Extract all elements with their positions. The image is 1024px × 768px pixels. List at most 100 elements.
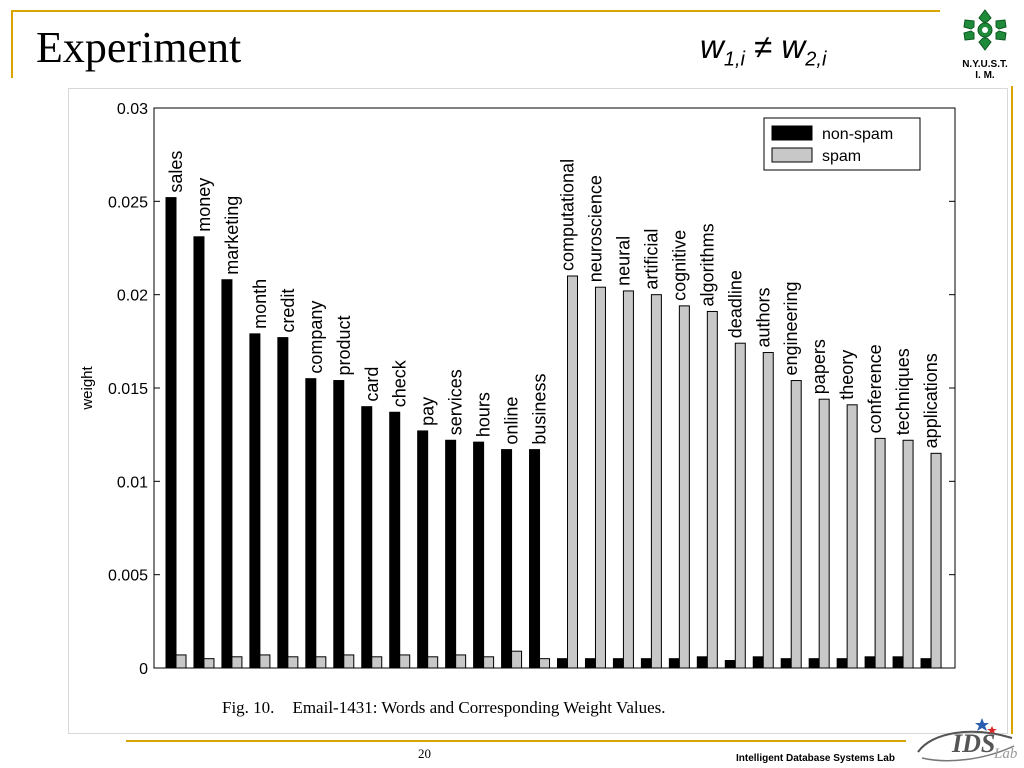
category-label-business: business xyxy=(530,374,550,445)
category-label-engineering: engineering xyxy=(781,281,801,375)
y-axis-label: weight xyxy=(79,365,96,410)
bar-nonspam-credit xyxy=(277,337,289,669)
category-label-company: company xyxy=(306,301,326,374)
category-label-money: money xyxy=(194,178,214,232)
formula: w1,i ≠ w2,i xyxy=(700,28,826,72)
y-tick-label: 0.025 xyxy=(108,194,148,211)
bar-nonspam-applications xyxy=(920,658,932,669)
bar-nonspam-artificial xyxy=(640,658,652,669)
bar-spam-neural xyxy=(622,290,634,669)
legend-swatch-non-spam xyxy=(771,125,813,141)
lab-name: Intelligent Database Systems Lab xyxy=(736,753,895,764)
category-label-deadline: deadline xyxy=(725,270,745,338)
bar-nonspam-theory xyxy=(836,658,848,669)
bar-nonspam-month xyxy=(249,333,261,669)
bar-nonspam-marketing xyxy=(221,279,233,669)
bar-nonspam-techniques xyxy=(892,656,904,669)
y-tick-label: 0.01 xyxy=(117,474,148,491)
bar-spam-cognitive xyxy=(678,305,690,669)
category-label-neural: neural xyxy=(613,236,633,286)
bar-nonspam-check xyxy=(389,411,401,669)
bar-nonspam-computational xyxy=(557,658,568,669)
university-logo: N.Y.U.S.T. I. M. xyxy=(955,6,1015,81)
bar-spam-marketing xyxy=(231,656,243,669)
category-label-algorithms: algorithms xyxy=(697,223,717,306)
bar-spam-hours xyxy=(483,656,495,669)
lab-logo-text: IDS xyxy=(951,729,995,758)
snowflake-logo-icon xyxy=(963,9,1007,51)
category-label-conference: conference xyxy=(865,344,885,433)
bar-spam-applications xyxy=(930,452,942,669)
bar-spam-engineering xyxy=(790,380,802,669)
bar-nonspam-deadline xyxy=(724,660,736,669)
category-label-check: check xyxy=(390,359,410,407)
bar-nonspam-hours xyxy=(473,441,485,669)
category-label-computational: computational xyxy=(558,159,578,271)
page-number: 20 xyxy=(418,746,431,761)
y-tick-label: 0 xyxy=(139,661,148,678)
bar-nonspam-product xyxy=(333,380,345,669)
bar-spam-computational xyxy=(567,275,578,669)
bar-nonspam-neural xyxy=(612,658,624,669)
bar-spam-card xyxy=(371,656,383,669)
bar-nonspam-sales xyxy=(165,197,177,669)
y-tick-label: 0.02 xyxy=(117,288,148,305)
star-icon xyxy=(975,718,989,731)
frame-right-line xyxy=(1011,86,1013,734)
bar-nonspam-algorithms xyxy=(696,656,708,669)
category-label-artificial: artificial xyxy=(641,229,661,290)
legend-swatch-spam xyxy=(771,147,813,163)
legend-label-non-spam: non-spam xyxy=(822,126,893,143)
caption-text: Email-1431: Words and Corresponding Weig… xyxy=(292,698,666,717)
category-label-theory: theory xyxy=(837,350,857,400)
bar-spam-check xyxy=(399,654,411,669)
frame-top-line xyxy=(11,10,940,12)
lab-logo: IDS Lab xyxy=(917,718,1018,762)
formula-w2-subscript: 2,i xyxy=(805,48,827,71)
formula-not-equal: ≠ xyxy=(744,28,782,65)
figure-caption: Fig. 10. Email-1431: Words and Correspond… xyxy=(222,698,666,718)
bar-spam-algorithms xyxy=(706,310,718,669)
bar-spam-techniques xyxy=(902,439,914,669)
category-label-papers: papers xyxy=(809,339,829,394)
bar-spam-business xyxy=(539,658,551,669)
bar-nonspam-authors xyxy=(752,656,764,669)
logo-line-1: N.Y.U.S.T. xyxy=(962,59,1008,70)
bar-spam-credit xyxy=(287,656,299,669)
category-label-credit: credit xyxy=(278,289,298,333)
bar-spam-artificial xyxy=(650,294,662,669)
bar-nonspam-conference xyxy=(864,656,876,669)
frame-bottom-line xyxy=(126,740,906,742)
bar-spam-services xyxy=(455,654,467,669)
category-label-services: services xyxy=(446,369,466,435)
bar-spam-month xyxy=(259,654,271,669)
bar-spam-online xyxy=(511,650,523,669)
bar-spam-product xyxy=(343,654,355,669)
category-label-sales: sales xyxy=(166,151,186,193)
category-label-marketing: marketing xyxy=(222,196,242,275)
bar-nonspam-papers xyxy=(808,658,820,669)
bar-nonspam-business xyxy=(529,449,541,669)
formula-w1: w xyxy=(700,28,724,65)
logo-line-2: I. M. xyxy=(975,70,995,81)
bar-nonspam-cognitive xyxy=(668,658,680,669)
category-label-month: month xyxy=(250,279,270,329)
category-label-pay: pay xyxy=(418,397,438,426)
star-small-icon xyxy=(987,726,997,734)
y-tick-label: 0.015 xyxy=(108,381,148,398)
bar-spam-company xyxy=(315,656,327,669)
bar-spam-authors xyxy=(762,352,774,669)
bar-spam-pay xyxy=(427,656,439,669)
legend-label-spam: spam xyxy=(822,148,861,165)
bar-spam-money xyxy=(203,658,215,669)
bar-nonspam-pay xyxy=(417,430,429,669)
bar-nonspam-money xyxy=(193,236,205,669)
bar-nonspam-neuroscience xyxy=(584,658,596,669)
bar-nonspam-company xyxy=(305,378,317,669)
y-tick-label: 0.03 xyxy=(117,101,148,118)
bar-spam-sales xyxy=(175,654,187,669)
bar-nonspam-services xyxy=(445,439,457,669)
category-label-techniques: techniques xyxy=(893,348,913,435)
frame-left-line xyxy=(11,10,13,78)
